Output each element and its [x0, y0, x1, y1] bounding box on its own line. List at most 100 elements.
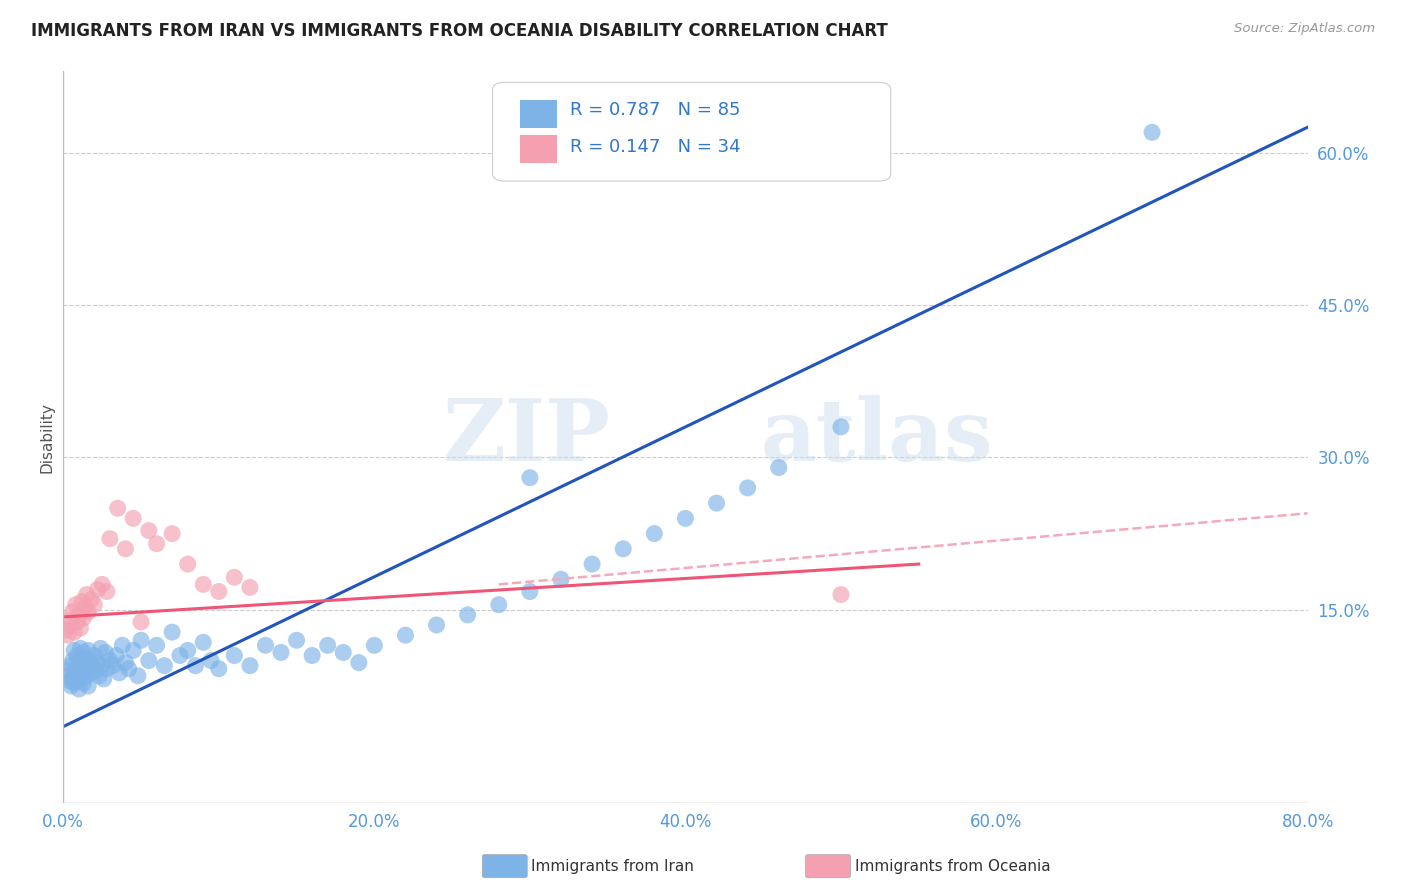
- Point: [60, 679, 83, 693]
- Point: [76, 658, 98, 673]
- Point: [169, 648, 191, 663]
- Point: [363, 638, 385, 652]
- Bar: [520, 100, 557, 128]
- Text: Immigrants from Iran: Immigrants from Iran: [531, 859, 695, 873]
- Point: [96, 662, 118, 676]
- Point: [86, 656, 108, 670]
- Text: atlas: atlas: [761, 395, 993, 479]
- Point: [70, 595, 93, 609]
- Point: [83, 598, 105, 612]
- Text: Immigrants from Oceania: Immigrants from Oceania: [855, 859, 1050, 873]
- Point: [91, 577, 114, 591]
- Point: [129, 615, 152, 629]
- Point: [426, 618, 449, 632]
- Point: [63, 625, 86, 640]
- Point: [457, 607, 479, 622]
- Point: [117, 662, 139, 676]
- Point: [80, 592, 103, 607]
- Point: [488, 598, 510, 612]
- Point: [77, 605, 100, 619]
- Point: [55, 623, 77, 637]
- Point: [193, 577, 215, 591]
- Point: [643, 526, 665, 541]
- Point: [101, 658, 124, 673]
- Point: [66, 615, 89, 629]
- Point: [706, 496, 728, 510]
- Point: [107, 501, 129, 516]
- Point: [111, 638, 134, 652]
- Point: [394, 628, 416, 642]
- Point: [301, 648, 323, 663]
- Point: [114, 656, 136, 670]
- Point: [77, 643, 100, 657]
- Point: [239, 658, 262, 673]
- Point: [1140, 125, 1163, 139]
- Point: [70, 658, 93, 673]
- Point: [316, 638, 339, 652]
- Point: [58, 673, 80, 688]
- Point: [69, 665, 91, 680]
- Point: [66, 648, 89, 663]
- Point: [76, 669, 98, 683]
- Point: [138, 654, 160, 668]
- Point: [66, 669, 89, 683]
- Point: [65, 662, 87, 676]
- Point: [145, 537, 167, 551]
- Point: [285, 633, 308, 648]
- Point: [72, 676, 94, 690]
- Y-axis label: Disability: Disability: [39, 401, 55, 473]
- Point: [160, 625, 183, 640]
- Point: [347, 656, 370, 670]
- Point: [83, 648, 105, 663]
- Point: [105, 648, 128, 663]
- Point: [519, 471, 541, 485]
- Point: [90, 641, 112, 656]
- Point: [91, 658, 114, 673]
- Point: [270, 645, 292, 659]
- Point: [519, 584, 541, 599]
- Point: [65, 598, 87, 612]
- Point: [80, 665, 103, 680]
- Point: [72, 611, 94, 625]
- Point: [737, 481, 759, 495]
- Point: [70, 672, 93, 686]
- Point: [72, 645, 94, 659]
- Text: IMMIGRANTS FROM IRAN VS IMMIGRANTS FROM OCEANIA DISABILITY CORRELATION CHART: IMMIGRANTS FROM IRAN VS IMMIGRANTS FROM …: [31, 22, 887, 40]
- Text: R = 0.787   N = 85: R = 0.787 N = 85: [569, 101, 740, 120]
- Point: [239, 581, 262, 595]
- Point: [114, 541, 136, 556]
- Point: [63, 676, 86, 690]
- Point: [332, 645, 354, 659]
- Point: [62, 672, 84, 686]
- Point: [87, 669, 110, 683]
- Point: [62, 654, 84, 668]
- Text: R = 0.147   N = 34: R = 0.147 N = 34: [569, 137, 741, 156]
- Point: [208, 584, 231, 599]
- Point: [224, 570, 246, 584]
- Point: [77, 679, 100, 693]
- Point: [768, 460, 790, 475]
- Text: Source: ZipAtlas.com: Source: ZipAtlas.com: [1234, 22, 1375, 36]
- Point: [153, 658, 176, 673]
- Point: [65, 665, 87, 680]
- Point: [184, 658, 207, 673]
- Point: [108, 665, 131, 680]
- FancyBboxPatch shape: [492, 82, 891, 181]
- Point: [208, 662, 231, 676]
- Point: [67, 681, 90, 696]
- Point: [612, 541, 634, 556]
- Point: [60, 618, 83, 632]
- Point: [122, 643, 145, 657]
- Point: [67, 607, 90, 622]
- Point: [60, 658, 83, 673]
- Point: [79, 654, 101, 668]
- Point: [122, 511, 145, 525]
- Point: [84, 664, 107, 678]
- Point: [67, 656, 90, 670]
- Point: [581, 557, 603, 571]
- Point: [63, 643, 86, 657]
- Point: [177, 557, 200, 571]
- Point: [145, 638, 167, 652]
- Point: [93, 672, 115, 686]
- Text: ZIP: ZIP: [443, 395, 610, 479]
